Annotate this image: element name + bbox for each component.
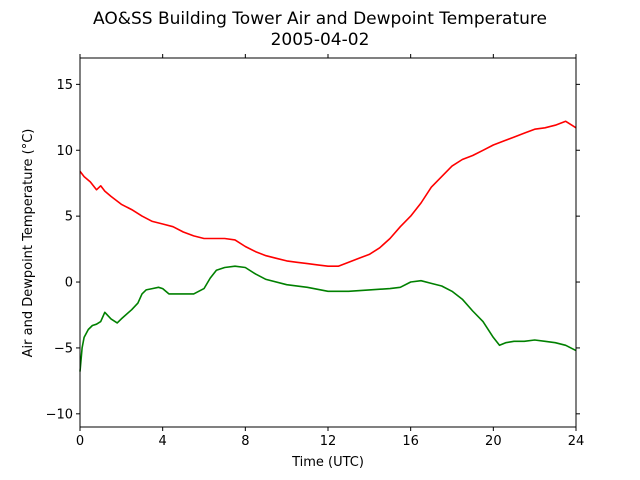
- y-axis-label: Air and Dewpoint Temperature (°C): [21, 129, 36, 358]
- y-tick-label-5: 15: [56, 78, 73, 93]
- x-tick-label-0: 0: [76, 434, 84, 449]
- x-tick-label-2: 8: [241, 434, 249, 449]
- plot-frame: [79, 57, 577, 428]
- y-tick-label-3: 5: [65, 210, 73, 225]
- series-layer: [79, 120, 577, 372]
- series-line-1: [79, 265, 577, 372]
- chart-title: AO&SS Building Tower Air and Dewpoint Te…: [93, 9, 547, 29]
- x-tick-label-5: 20: [485, 434, 502, 449]
- chart-subtitle: 2005-04-02: [271, 30, 370, 50]
- y-tick-label-0: −10: [46, 407, 73, 422]
- x-tick-label-3: 12: [320, 434, 337, 449]
- x-tick-label-1: 4: [159, 434, 167, 449]
- y-tick-label-1: −5: [54, 341, 73, 356]
- y-tick-label-4: 10: [56, 144, 73, 159]
- x-tick-label-6: 24: [568, 434, 585, 449]
- x-axis-ticks: 0 4 8 12 16 20 24: [76, 54, 584, 449]
- x-tick-label-4: 16: [402, 434, 419, 449]
- y-axis-ticks: −10 −5 0 5 10 15: [46, 78, 580, 422]
- series-line-0: [79, 120, 577, 268]
- x-axis-label: Time (UTC): [291, 455, 364, 470]
- y-tick-label-2: 0: [65, 276, 73, 291]
